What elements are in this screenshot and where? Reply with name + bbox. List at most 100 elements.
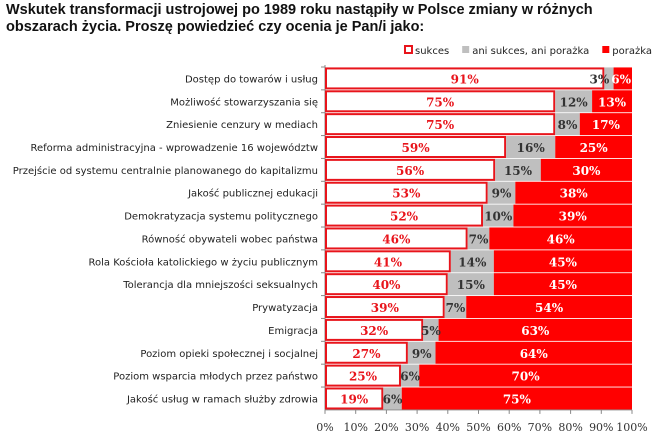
bar-segment [515,181,632,204]
bar-segment [487,181,516,204]
category-label: Demokratyzacja systemu politycznego [124,212,318,223]
bar-segment [407,341,436,364]
data-label: 5% [421,324,441,338]
bar-sukces [325,181,488,204]
x-tick-label: 30% [405,421,429,434]
data-label: 7% [469,232,489,246]
bar-sukces [325,387,384,410]
legend-swatch [602,46,610,53]
bar-segment [435,341,632,364]
data-label: 12% [560,95,589,109]
category-label: Jakość usług w ramach służby zdrowia [126,393,318,405]
bar-segment [438,318,632,341]
category-label: Jakość publicznej edukacji [187,188,318,200]
bar-segment [419,364,632,387]
bar-segment [401,387,632,410]
data-label: 8% [558,118,578,132]
bar-segment [489,227,632,250]
data-label: 39% [559,210,588,224]
bar-sukces [325,204,484,227]
data-label: 25% [580,141,609,155]
data-label: 41% [374,255,403,269]
x-tick-label: 0% [316,421,333,434]
data-label: 6% [400,370,420,384]
legend-swatch [462,46,470,53]
data-label: 54% [535,301,564,315]
data-label: 45% [549,278,578,292]
data-label: 15% [457,278,486,292]
data-label: 14% [458,255,487,269]
x-tick-label: 80% [558,421,582,434]
bar-sukces [325,364,401,387]
bar-sukces [325,90,556,113]
data-label: 64% [520,347,549,361]
data-label: 53% [392,187,421,201]
bar-segment [604,67,614,90]
data-label: 30% [572,164,601,178]
bar-segment [513,204,632,227]
data-label: 40% [372,278,401,292]
category-label: Prywatyzacja [252,303,318,314]
data-label: 9% [492,187,512,201]
data-label: 91% [451,72,480,86]
bar-sukces [325,67,605,90]
data-label: 6% [383,392,403,406]
data-label: 15% [504,164,533,178]
bar-segment [450,250,494,273]
category-label: Możliwość stowarzyszania się [170,96,318,108]
bar-segment [555,113,580,136]
bar-segment [493,250,632,273]
bar-sukces [325,158,496,181]
bar-segment [506,136,556,159]
bar-sukces [325,227,468,250]
data-label: 75% [426,118,455,132]
legend-label: porażka [612,46,652,57]
bar-segment [579,113,632,136]
category-label: Reforma administracyjna - wprowadzenie 1… [30,142,318,154]
bar-segment [613,67,632,90]
data-label: 38% [560,187,589,201]
bar-sukces [325,113,556,136]
bar-segment [466,296,632,319]
bar-segment [483,204,514,227]
category-label: Przejście od systemu centralnie planowan… [13,165,318,177]
data-label: 19% [340,392,369,406]
legend-swatch [403,45,413,54]
legend-label: ani sukces, ani porażka [472,46,589,57]
data-label: 46% [382,232,411,246]
bar-segment [495,158,541,181]
data-label: 3% [589,72,609,86]
x-tick-label: 70% [528,421,552,434]
category-label: Tolerancja dla mniejszości seksualnych [122,279,318,291]
category-label: Zniesienie cenzury w mediach [166,120,318,131]
bar-segment [555,90,593,113]
data-label: 6% [611,72,631,86]
data-label: 25% [349,370,378,384]
x-tick-label: 100% [616,421,647,434]
data-label: 56% [396,164,425,178]
x-tick-label: 40% [436,421,460,434]
category-label: Dostęp do towarów i usług [185,73,318,85]
x-tick-label: 20% [374,421,398,434]
bar-segment [444,296,467,319]
bar-segment [447,273,494,296]
bar-segment [467,227,490,250]
data-label: 9% [412,347,432,361]
category-label: Rola Kościoła katolickiego w życiu publi… [89,256,319,268]
category-label: Równość obywateli wobec państwa [142,233,318,245]
bar-segment [493,273,632,296]
bar-sukces [325,250,451,273]
x-tick-label: 10% [343,421,367,434]
bar-sukces [325,273,448,296]
category-label: Emigracja [268,326,318,337]
chart-title: Wskutek transformacji ustrojowej po 1989… [6,2,593,35]
bar-segment [540,158,632,181]
data-label: 27% [352,347,381,361]
data-label: 52% [390,210,419,224]
data-label: 16% [517,141,546,155]
bar-sukces [325,136,507,159]
bar-segment [592,90,632,113]
data-label: 63% [521,324,550,338]
